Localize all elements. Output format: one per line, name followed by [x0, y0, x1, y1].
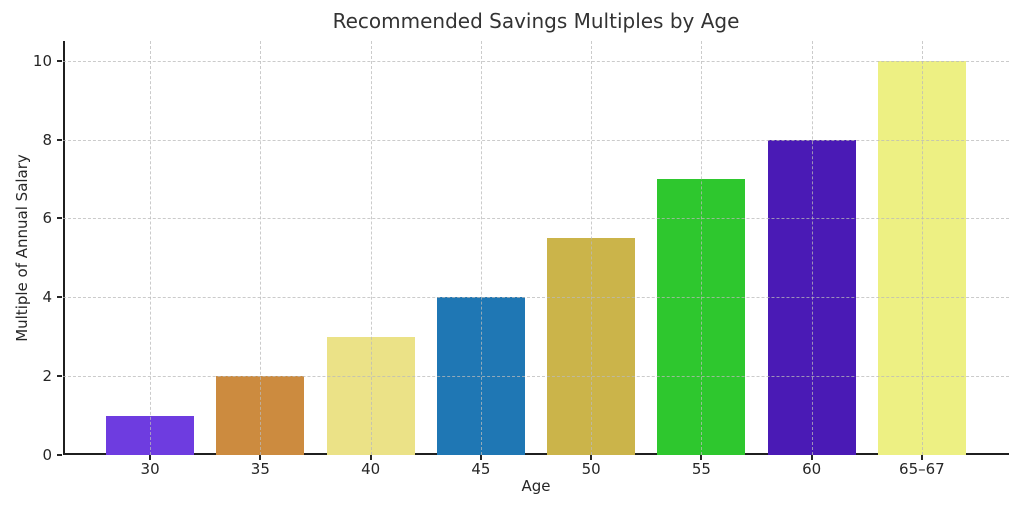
- y-tick-mark-6: [57, 217, 62, 220]
- x-tick-mark-45: [479, 455, 482, 460]
- x-tick-mark-50: [590, 455, 593, 460]
- x-tick-mark-60: [810, 455, 813, 460]
- x-tick-label-30: 30: [140, 460, 160, 478]
- y-tick-label-2: 2: [42, 367, 52, 386]
- x-tick-label-35: 35: [250, 460, 270, 478]
- x-tick-mark-65–67: [920, 455, 923, 460]
- gridline-x-40: [370, 41, 372, 455]
- gridline-y-10: [63, 60, 1009, 62]
- x-tick-mark-40: [369, 455, 372, 460]
- gridline-x-50: [591, 41, 593, 455]
- x-tick-mark-35: [259, 455, 262, 460]
- chart-title: Recommended Savings Multiples by Age: [332, 9, 740, 33]
- plot-area: [63, 41, 1009, 455]
- y-tick-label-4: 4: [42, 288, 52, 307]
- bar-60: [767, 139, 856, 455]
- x-tick-label-60: 60: [802, 460, 822, 478]
- gridline-y-2: [63, 376, 1009, 378]
- gridline-x-55: [701, 41, 703, 455]
- gridline-x-45: [480, 41, 482, 455]
- x-tick-label-65–67: 65–67: [899, 460, 945, 478]
- y-tick-label-10: 10: [32, 51, 52, 70]
- x-tick-label-50: 50: [581, 460, 601, 478]
- y-tick-label-0: 0: [42, 446, 52, 464]
- y-tick-mark-8: [57, 138, 62, 141]
- gridline-x-65–67: [921, 41, 923, 455]
- y-axis-label: Multiple of Annual Salary: [13, 154, 31, 342]
- x-tick-label-55: 55: [691, 460, 711, 478]
- gridline-x-35: [260, 41, 262, 455]
- gridline-x-60: [811, 41, 813, 455]
- y-tick-mark-4: [57, 296, 62, 299]
- y-tick-label-8: 8: [42, 130, 52, 149]
- x-tick-mark-55: [700, 455, 703, 460]
- bar-65–67: [877, 60, 966, 455]
- y-tick-label-6: 6: [42, 209, 52, 228]
- bar-50: [547, 238, 636, 455]
- gridline-y-4: [63, 297, 1009, 299]
- x-axis-label: Age: [521, 477, 551, 495]
- x-tick-label-40: 40: [361, 460, 381, 478]
- gridline-y-8: [63, 139, 1009, 141]
- bar-40: [326, 336, 415, 455]
- y-tick-mark-0: [57, 454, 62, 456]
- gridline-x-30: [150, 41, 152, 455]
- y-tick-mark-2: [57, 375, 62, 378]
- x-tick-label-45: 45: [471, 460, 491, 478]
- x-tick-mark-30: [149, 455, 152, 460]
- y-tick-mark-10: [57, 59, 62, 62]
- gridline-y-6: [63, 218, 1009, 220]
